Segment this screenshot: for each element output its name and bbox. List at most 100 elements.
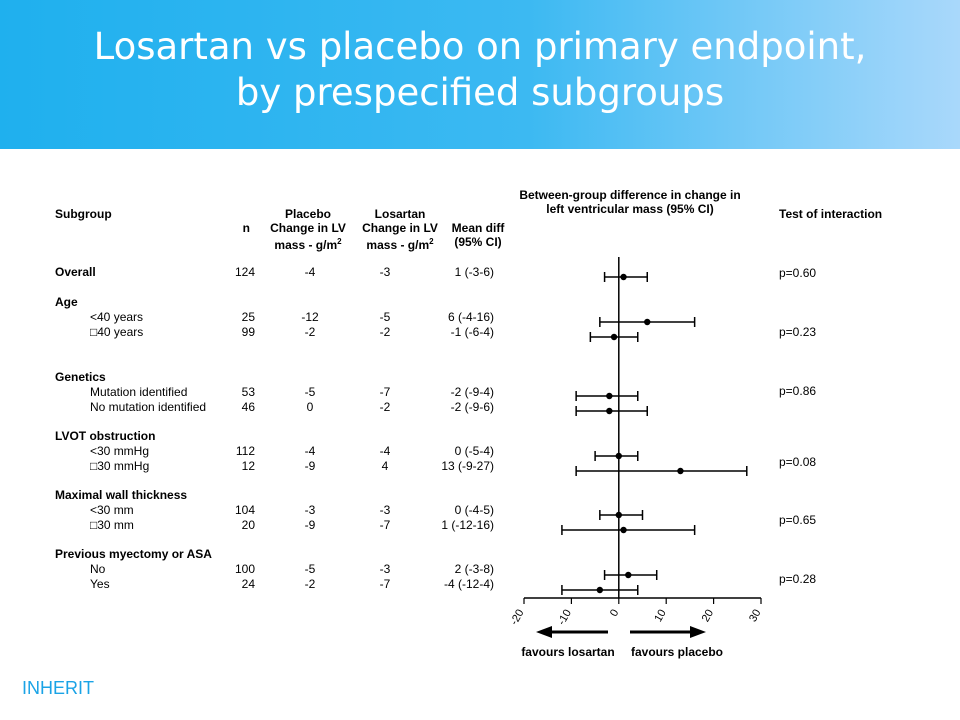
point-estimate	[620, 273, 627, 281]
cell-n: 99	[241, 325, 255, 339]
cell-losartan: -7	[379, 518, 391, 532]
point-estimate	[606, 407, 613, 415]
title-line-1: Losartan vs placebo on primary endpoint,	[93, 25, 867, 68]
cell-placebo: -3	[304, 503, 316, 517]
cell-mean-diff: -2 (-9-4)	[450, 385, 494, 399]
cell-losartan: -4	[379, 444, 391, 458]
header-subgroup: Subgroup	[55, 207, 112, 221]
cell-mean-diff: 6 (-4-16)	[447, 310, 494, 324]
subgroup-label: □30 mm	[90, 518, 134, 532]
cell-n: 104	[234, 503, 255, 517]
header-interaction: Test of interaction	[779, 207, 883, 221]
cell-n: 25	[241, 310, 255, 324]
cell-placebo: -9	[304, 518, 316, 532]
cell-losartan: -3	[379, 562, 391, 576]
header-placebo-sup: 2	[337, 237, 342, 246]
interaction-p-value: p=0.23	[779, 325, 817, 339]
title-line-2: by prespecified subgroups	[235, 71, 725, 114]
x-tick-label: 20	[700, 608, 717, 625]
cell-losartan: -2	[379, 400, 391, 414]
subgroup-label: No mutation identified	[90, 400, 207, 414]
cell-placebo: -2	[304, 577, 316, 591]
interaction-p-value: p=0.86	[779, 384, 817, 398]
favours-losartan-label: favours losartan	[521, 645, 614, 659]
cell-placebo: -5	[304, 385, 316, 399]
cell-mean-diff: 13 (-9-27)	[441, 459, 494, 473]
cell-n: 53	[241, 385, 255, 399]
subgroup-label: Mutation identified	[90, 385, 188, 399]
slide-title: Losartan vs placebo on primary endpoint,…	[0, 24, 960, 116]
x-tick-label: 0	[608, 608, 621, 619]
header-placebo-line1: Placebo	[284, 207, 332, 221]
cell-n: 124	[234, 265, 255, 279]
cell-n: 46	[241, 400, 255, 414]
subgroup-label: Yes	[90, 577, 110, 591]
cell-mean-diff: 0 (-4-5)	[454, 503, 494, 517]
title-banner: Losartan vs placebo on primary endpoint,…	[0, 0, 960, 149]
cell-n: 100	[234, 562, 255, 576]
cell-mean-diff: 1 (-12-16)	[441, 518, 494, 532]
point-estimate	[677, 467, 684, 475]
favours-placebo-arrowhead	[690, 626, 706, 638]
header-placebo-unit: mass - g/m	[274, 238, 338, 252]
cell-placebo: 0	[306, 400, 314, 414]
cell-placebo: -2	[304, 325, 316, 339]
header-losartan-line2: Change in LV	[362, 221, 438, 235]
header-losartan-sup: 2	[429, 237, 434, 246]
header-losartan: Losartan Change in LV mass - g/m2	[350, 207, 450, 252]
plot-title: Between-group difference in change in le…	[500, 188, 760, 216]
subgroup-label: <40 years	[90, 310, 144, 324]
cell-mean-diff: 0 (-5-4)	[454, 444, 494, 458]
header-mean-line1: Mean diff	[451, 221, 505, 235]
point-estimate	[615, 511, 622, 519]
plot-title-line1: Between-group difference in change in	[519, 188, 741, 202]
header-losartan-line1: Losartan	[374, 207, 426, 221]
x-tick-label: 10	[652, 608, 669, 625]
cell-n: 24	[241, 577, 255, 591]
header-n: n	[242, 221, 250, 235]
point-estimate	[644, 318, 651, 326]
header-placebo-line3: mass - g/m2	[258, 235, 358, 252]
header-placebo: Placebo Change in LV mass - g/m2	[258, 207, 358, 252]
cell-placebo: -9	[304, 459, 316, 473]
brand-label: INHERIT	[22, 678, 94, 698]
cell-n: 112	[235, 444, 255, 458]
header-mean-line2: (95% CI)	[454, 235, 502, 249]
point-estimate	[606, 392, 613, 400]
subgroup-label: <30 mmHg	[90, 444, 150, 458]
cell-losartan: -3	[379, 503, 391, 517]
favours-losartan-arrowhead	[536, 626, 552, 638]
cell-placebo: -4	[304, 444, 316, 458]
header-mean-diff: Mean diff (95% CI)	[438, 221, 518, 249]
cell-n: 12	[241, 459, 255, 473]
cell-placebo: -5	[304, 562, 316, 576]
cell-losartan: -7	[379, 577, 391, 591]
header-losartan-line3: mass - g/m2	[350, 235, 450, 252]
cell-mean-diff: -1 (-6-4)	[450, 325, 494, 339]
cell-losartan: -2	[379, 325, 391, 339]
plot-title-line2: left ventricular mass (95% CI)	[546, 202, 714, 216]
subgroup-heading: Genetics	[55, 370, 106, 384]
cell-mean-diff: 2 (-3-8)	[454, 562, 494, 576]
subgroup-label: <30 mm	[90, 503, 134, 517]
subgroup-label: No	[90, 562, 106, 576]
interaction-p-value: p=0.08	[779, 455, 817, 469]
subgroup-heading: Age	[55, 295, 78, 309]
interaction-p-value: p=0.60	[779, 266, 817, 280]
subgroup-heading: Maximal wall thickness	[55, 488, 188, 502]
cell-placebo: -4	[304, 265, 316, 279]
subgroup-heading: Previous myectomy or ASA	[55, 547, 212, 561]
subgroup-label: □40 years	[90, 325, 144, 339]
cell-n: 20	[241, 518, 255, 532]
cell-losartan: 4	[381, 459, 389, 473]
header-placebo-line2: Change in LV	[270, 221, 346, 235]
interaction-p-value: p=0.28	[779, 572, 817, 586]
point-estimate	[620, 526, 627, 534]
favours-placebo-label: favours placebo	[631, 645, 723, 659]
header-losartan-unit: mass - g/m	[366, 238, 430, 252]
x-tick-label: 30	[747, 608, 764, 625]
cell-mean-diff: -4 (-12-4)	[443, 577, 494, 591]
cell-mean-diff: 1 (-3-6)	[454, 265, 494, 279]
x-tick-label: -20	[508, 608, 526, 628]
